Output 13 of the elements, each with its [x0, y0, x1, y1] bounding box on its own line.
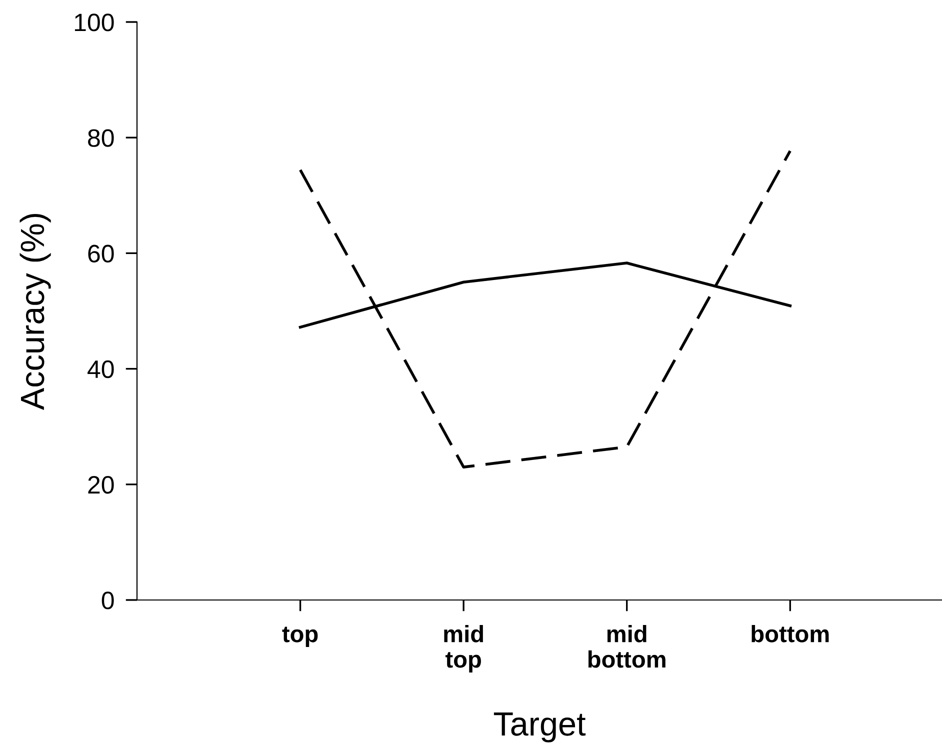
x-tick-label: mid bottom: [588, 625, 666, 668]
y-tick-label: 60: [88, 244, 114, 263]
y-tick-label: 20: [88, 476, 114, 494]
line-series: [298, 150, 792, 468]
y-tick-label: 0: [102, 592, 114, 610]
y-tick-label: 80: [88, 129, 114, 147]
y-tick-label: 100: [74, 14, 114, 32]
x-tick-label: top: [282, 626, 318, 648]
x-axis-title: Target: [494, 712, 586, 742]
x-tick-label: mid top: [444, 625, 484, 672]
x-tick-label: bottom: [752, 625, 829, 642]
y-tick-label: 40: [88, 360, 114, 378]
y-axis-title: Accuracy (%): [20, 214, 51, 410]
